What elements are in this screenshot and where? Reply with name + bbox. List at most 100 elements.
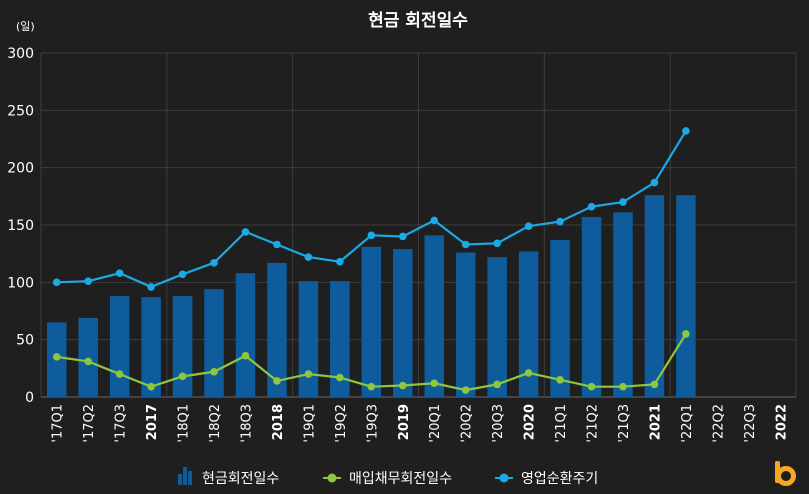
data-point [619, 198, 627, 206]
bar [644, 195, 665, 397]
y-axis: 0 50 100 150 200 250 300 [7, 46, 34, 406]
legend-label: 영업순환주기 [521, 471, 598, 487]
data-point [147, 382, 155, 391]
y-tick-label: 300 [7, 46, 34, 62]
data-point [682, 127, 690, 135]
bar [676, 195, 696, 397]
data-point [493, 239, 501, 248]
y-tick-label: 200 [7, 161, 34, 177]
legend-bar-icon [183, 467, 187, 485]
data-point [587, 382, 596, 391]
data-point [178, 372, 187, 381]
x-tick-label: 2019 [397, 404, 412, 440]
data-point [556, 217, 564, 226]
bar [581, 216, 602, 397]
y-tick-label: 250 [7, 103, 34, 119]
bar [267, 262, 287, 397]
x-tick-label: 2018 [271, 404, 286, 440]
x-tick-label: '18Q2 [208, 404, 223, 443]
bar [298, 281, 319, 397]
bar [235, 273, 256, 397]
x-tick-label: '18Q3 [239, 404, 254, 443]
data-point [210, 259, 218, 267]
data-point [556, 376, 564, 384]
data-point [524, 369, 533, 377]
bar [78, 317, 98, 397]
y-unit-label: (일) [16, 19, 35, 33]
data-point [273, 377, 281, 385]
bar-series [46, 195, 696, 397]
legend-bar-icon [188, 471, 192, 485]
data-point [587, 202, 596, 211]
bar [141, 297, 161, 397]
data-point [619, 382, 627, 391]
legend-marker-icon [327, 473, 337, 483]
data-point [336, 373, 344, 382]
bar [361, 246, 382, 397]
data-point [461, 240, 470, 249]
chart-title: 현금 회전일수 [368, 11, 468, 31]
data-point [273, 240, 281, 249]
data-point [147, 283, 155, 291]
bar [172, 296, 193, 397]
data-point [241, 351, 250, 360]
data-point [115, 370, 124, 378]
bar [393, 249, 413, 397]
x-axis: '17Q1 '17Q2 '17Q3 2017 '18Q1 '18Q2 '18Q3 2018 '1… [51, 404, 790, 443]
data-point [115, 269, 124, 277]
line-series [52, 127, 690, 394]
legend-marker-icon [499, 473, 509, 483]
data-point [650, 178, 659, 187]
x-tick-label: '20Q3 [491, 404, 506, 443]
x-tick-label: '18Q1 [177, 404, 192, 443]
data-point [210, 367, 218, 376]
data-point [336, 257, 344, 266]
x-tick-label: '20Q1 [428, 404, 443, 443]
data-point [52, 353, 61, 361]
y-tick-label: 0 [25, 390, 34, 406]
bar [613, 212, 633, 397]
y-tick-label: 100 [7, 275, 34, 291]
bar [330, 281, 350, 397]
data-point [178, 270, 187, 279]
bar [204, 289, 224, 397]
x-tick-label: '22Q1 [680, 404, 695, 443]
x-tick-label: '19Q3 [365, 404, 380, 443]
data-point [493, 380, 501, 389]
logo-bowl [776, 466, 796, 486]
x-tick-label: '21Q1 [554, 404, 569, 443]
gridlines [40, 52, 797, 398]
brand-b-logo [775, 461, 796, 486]
bar [109, 296, 130, 397]
legend-bar-icon [178, 474, 182, 485]
y-tick-label: 50 [16, 333, 34, 349]
data-point [84, 277, 92, 285]
x-tick-label: 2021 [648, 404, 663, 440]
data-point [682, 330, 690, 338]
y-tick-label: 150 [7, 218, 34, 234]
x-tick-label: '21Q2 [586, 404, 601, 443]
data-point [430, 216, 439, 225]
legend-label: 매입채무회전일수 [349, 471, 452, 487]
x-tick-label: '19Q1 [302, 404, 317, 443]
data-point [304, 370, 313, 378]
legend-label: 현금회전일수 [202, 471, 279, 487]
bar [550, 239, 570, 397]
data-point [241, 228, 250, 236]
data-point [398, 232, 407, 241]
data-point [367, 382, 376, 391]
bar [487, 257, 507, 397]
data-point [84, 357, 92, 366]
x-tick-label: '20Q2 [460, 404, 475, 443]
bar [455, 252, 476, 397]
x-tick-label: '17Q3 [114, 404, 129, 443]
x-tick-label: '19Q2 [334, 404, 349, 443]
x-tick-label: '22Q2 [711, 404, 726, 443]
data-point [52, 278, 61, 287]
bar [424, 235, 444, 397]
x-tick-label: 2020 [523, 404, 538, 440]
data-point [367, 231, 376, 240]
x-tick-label: '22Q3 [743, 404, 758, 443]
data-point [430, 379, 439, 388]
x-tick-label: 2017 [145, 404, 160, 440]
